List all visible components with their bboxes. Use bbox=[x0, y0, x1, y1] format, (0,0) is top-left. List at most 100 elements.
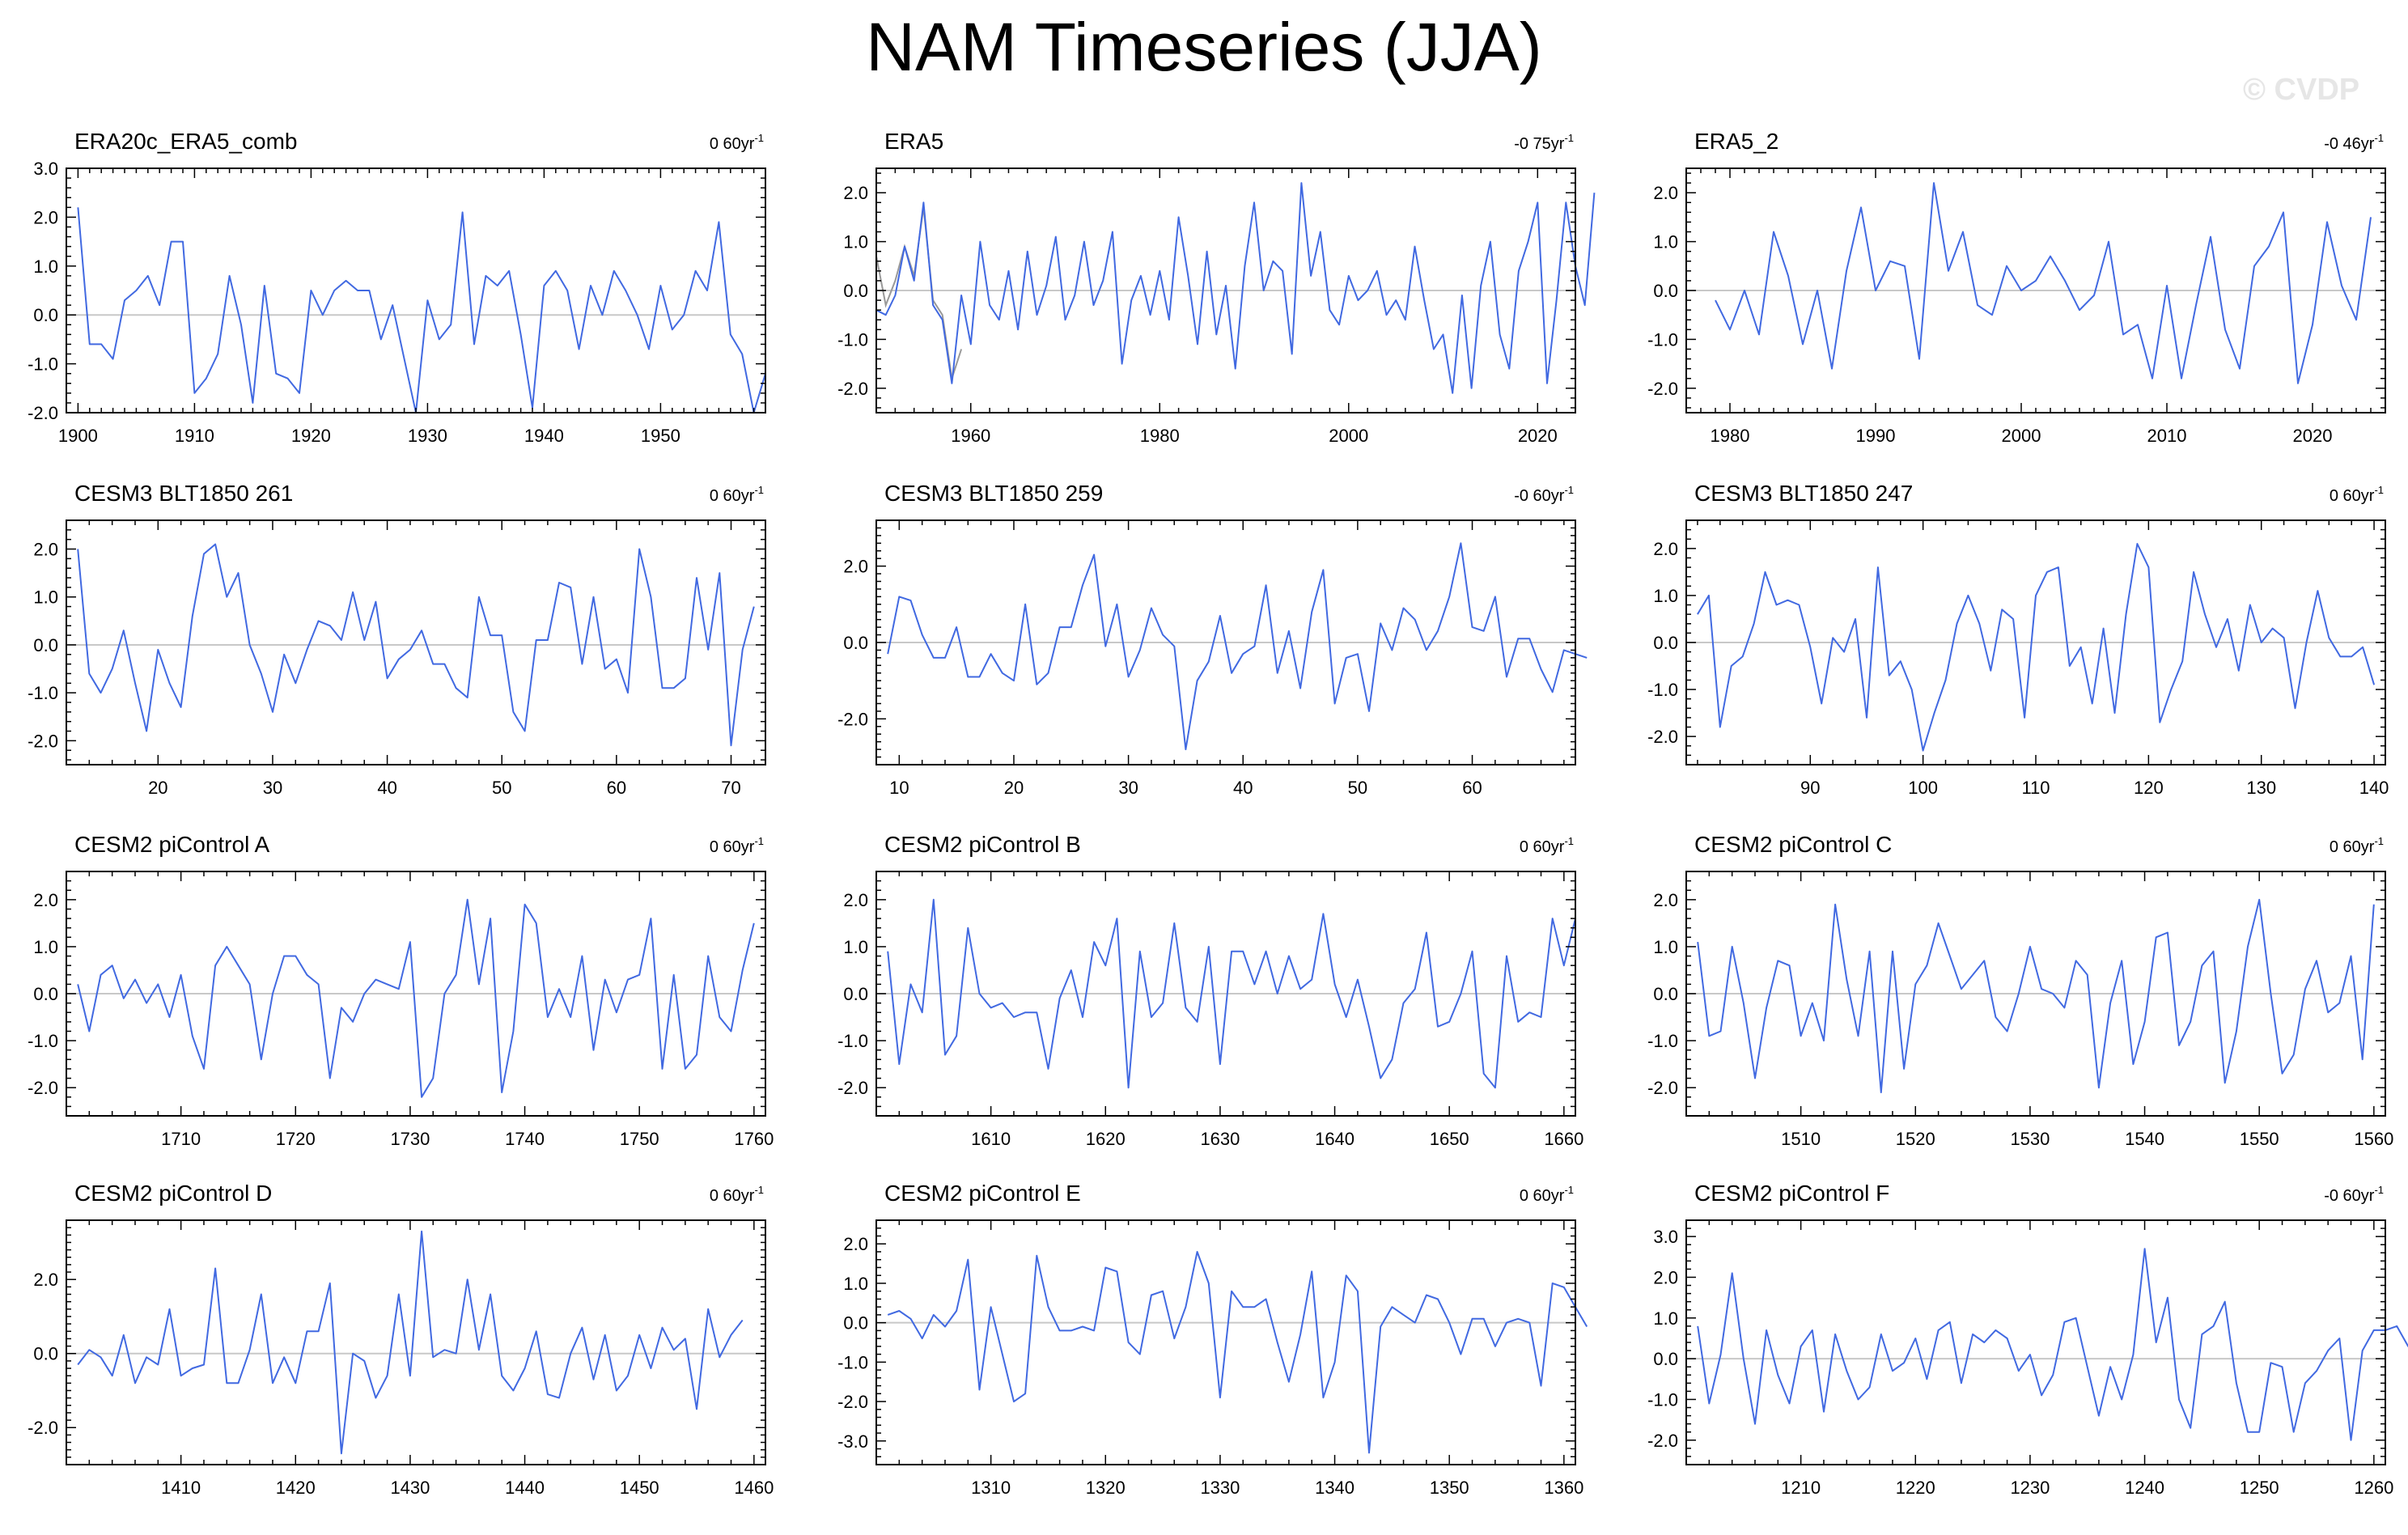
x-tick-label: 70 bbox=[721, 778, 740, 798]
y-tick-label: -2.0 bbox=[28, 1078, 58, 1098]
x-tick-label: 1340 bbox=[1315, 1478, 1354, 1498]
x-tick-label: 1210 bbox=[1781, 1478, 1821, 1498]
y-tick-label: 2.0 bbox=[1653, 1267, 1678, 1287]
secondary-series-line bbox=[875, 207, 963, 380]
x-tick-label: 1630 bbox=[1200, 1129, 1240, 1149]
chart-title: CESM2 piControl A bbox=[74, 832, 270, 857]
x-tick-label: 1360 bbox=[1544, 1478, 1583, 1498]
y-tick-label: 2.0 bbox=[843, 183, 868, 203]
x-tick-label: 130 bbox=[2246, 778, 2276, 798]
x-tick-label: 90 bbox=[1800, 778, 1820, 798]
y-tick-label: 0.0 bbox=[1653, 633, 1678, 653]
y-tick-label: 0.0 bbox=[843, 281, 868, 301]
y-tick-label: 2.0 bbox=[1653, 539, 1678, 559]
y-tick-label: -2.0 bbox=[1647, 1431, 1678, 1451]
chart-title: CESM2 piControl D bbox=[74, 1181, 272, 1206]
x-tick-label: 1550 bbox=[2240, 1129, 2279, 1149]
chart-panel: CESM3 BLT1850 259 -0 60yr-1 -2.0 0.0 2.0 10 20… bbox=[837, 481, 1588, 798]
y-tick-label: -2.0 bbox=[1647, 379, 1678, 399]
y-tick-label: 2.0 bbox=[843, 1234, 868, 1254]
y-tick-label: -1.0 bbox=[1647, 329, 1678, 350]
x-tick-label: 1420 bbox=[276, 1478, 316, 1498]
chart-title: CESM3 BLT1850 259 bbox=[884, 481, 1103, 506]
y-tick-label: 1.0 bbox=[1653, 1308, 1678, 1329]
plot-frame bbox=[875, 1219, 1576, 1465]
trend-superscript: -1 bbox=[754, 835, 764, 847]
x-tick-label: 20 bbox=[1004, 778, 1024, 798]
x-tick-label: 1430 bbox=[390, 1478, 430, 1498]
x-tick-label: 140 bbox=[2359, 778, 2389, 798]
y-tick-label: 2.0 bbox=[1653, 890, 1678, 910]
x-tick-label: 1760 bbox=[734, 1129, 774, 1149]
y-tick-label: 1.0 bbox=[33, 257, 58, 277]
y-tick-label: 0.0 bbox=[33, 305, 58, 325]
chart-title: CESM2 piControl B bbox=[884, 832, 1081, 857]
page-title: NAM Timeseries (JJA) bbox=[866, 9, 1542, 85]
x-tick-label: 110 bbox=[2021, 778, 2050, 798]
x-tick-label: 1980 bbox=[1140, 426, 1180, 446]
x-tick-label: 50 bbox=[1348, 778, 1367, 798]
trend-label: 0 60yr-1 bbox=[1520, 1184, 1574, 1205]
y-tick-label: 1.0 bbox=[33, 937, 58, 957]
y-tick-label: 0.0 bbox=[33, 635, 58, 655]
trend-superscript: -1 bbox=[754, 132, 764, 144]
chart-panel: CESM3 BLT1850 261 0 60yr-1 -2.0 -1.0 0.0 1.0 2… bbox=[28, 481, 766, 798]
y-tick-label: -2.0 bbox=[28, 403, 58, 423]
x-tick-label: 1650 bbox=[1430, 1129, 1469, 1149]
trend-superscript: -1 bbox=[1564, 835, 1574, 847]
chart-title: CESM3 BLT1850 261 bbox=[74, 481, 293, 506]
x-tick-label: 30 bbox=[1118, 778, 1138, 798]
x-tick-label: 1900 bbox=[58, 426, 98, 446]
trend-label: -0 60yr-1 bbox=[1514, 484, 1574, 505]
chart-title: CESM2 piControl C bbox=[1694, 832, 1892, 857]
x-tick-label: 2010 bbox=[2147, 426, 2187, 446]
chart-panel: CESM2 piControl D 0 60yr-1 -2.0 0.0 2.0 1410 1… bbox=[28, 1181, 774, 1498]
y-tick-label: -1.0 bbox=[28, 354, 58, 375]
trend-superscript: -1 bbox=[2374, 1184, 2384, 1196]
y-tick-label: 0.0 bbox=[843, 984, 868, 1004]
y-tick-label: -3.0 bbox=[837, 1431, 868, 1452]
y-tick-label: 1.0 bbox=[843, 232, 868, 252]
y-tick-label: -2.0 bbox=[837, 1392, 868, 1412]
trend-label: 0 60yr-1 bbox=[710, 1184, 764, 1205]
x-tick-label: 1710 bbox=[161, 1129, 201, 1149]
trend-label: 0 60yr-1 bbox=[1520, 835, 1574, 856]
y-tick-label: -2.0 bbox=[28, 1418, 58, 1438]
y-tick-label: 2.0 bbox=[843, 557, 868, 577]
x-tick-label: 1260 bbox=[2354, 1478, 2393, 1498]
series-line bbox=[1715, 182, 2372, 384]
trend-label: 0 60yr-1 bbox=[2330, 484, 2384, 505]
y-tick-label: 0.0 bbox=[1653, 984, 1678, 1004]
chart-panel: CESM2 piControl C 0 60yr-1 -2.0 -1.0 0.0 1.0 2… bbox=[1647, 832, 2393, 1149]
trend-superscript: -1 bbox=[1564, 1184, 1574, 1196]
x-tick-label: 1660 bbox=[1544, 1129, 1583, 1149]
x-tick-label: 1540 bbox=[2125, 1129, 2164, 1149]
chart-title: ERA20c_ERA5_comb bbox=[74, 129, 297, 154]
series-line bbox=[1697, 543, 2376, 752]
x-tick-label: 20 bbox=[148, 778, 167, 798]
y-tick-label: -2.0 bbox=[837, 1078, 868, 1098]
y-tick-label: 1.0 bbox=[1653, 586, 1678, 606]
x-tick-label: 120 bbox=[2134, 778, 2164, 798]
series-line bbox=[1697, 898, 2375, 1093]
y-tick-label: -2.0 bbox=[1647, 727, 1678, 747]
y-tick-label: 2.0 bbox=[33, 890, 58, 910]
x-tick-label: 1350 bbox=[1430, 1478, 1469, 1498]
x-tick-label: 1320 bbox=[1086, 1478, 1126, 1498]
x-tick-label: 1750 bbox=[620, 1129, 659, 1149]
chart-title: CESM2 piControl E bbox=[884, 1181, 1081, 1206]
x-tick-label: 60 bbox=[1462, 778, 1482, 798]
trend-label: 0 60yr-1 bbox=[710, 484, 764, 505]
y-tick-label: 0.0 bbox=[33, 984, 58, 1004]
series-line bbox=[77, 898, 755, 1098]
x-tick-label: 2000 bbox=[1329, 426, 1368, 446]
y-tick-label: 2.0 bbox=[33, 540, 58, 560]
x-tick-label: 1740 bbox=[505, 1129, 545, 1149]
y-tick-label: -1.0 bbox=[1647, 1031, 1678, 1051]
y-tick-label: 0.0 bbox=[33, 1344, 58, 1364]
x-tick-label: 1940 bbox=[524, 426, 564, 446]
series-line bbox=[887, 1251, 1588, 1454]
x-tick-label: 1520 bbox=[1896, 1129, 1935, 1149]
x-tick-label: 1910 bbox=[175, 426, 214, 446]
y-tick-label: -2.0 bbox=[837, 379, 868, 399]
